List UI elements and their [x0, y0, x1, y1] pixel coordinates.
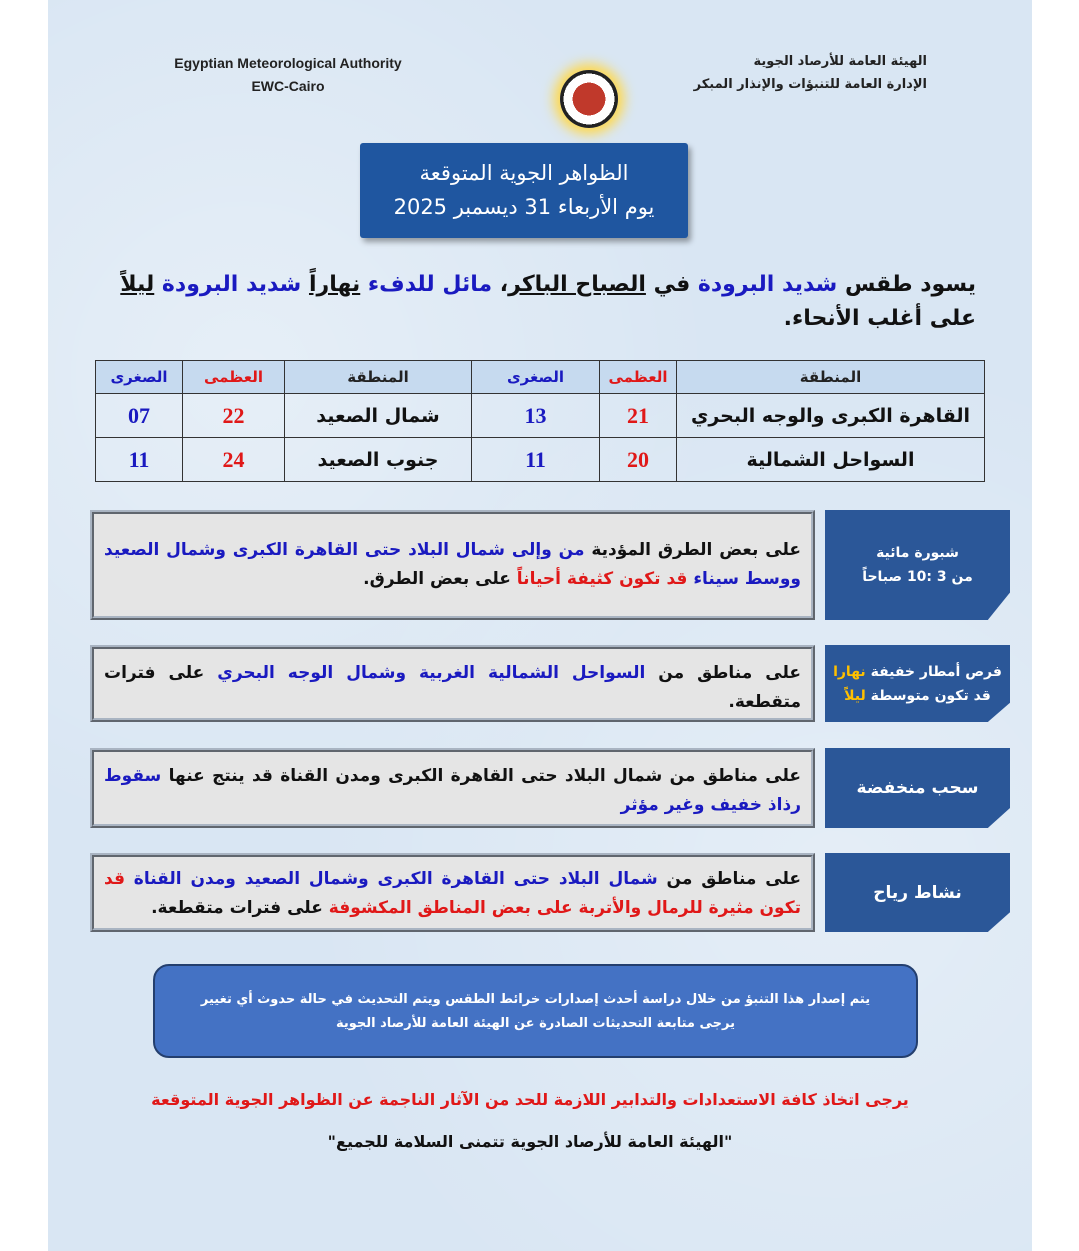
text-segment: على فترات متقطعة.: [151, 898, 329, 918]
phenomenon-label-low-clouds: سحب منخفضة: [825, 748, 1010, 828]
text-segment: [125, 869, 134, 889]
min-temp: 07: [95, 393, 183, 438]
text-segment: سحب منخفضة: [856, 778, 979, 798]
text-segment: نهاراً: [308, 272, 361, 297]
text-segment: نشاط رياح: [873, 882, 962, 903]
ema-logo: [560, 70, 618, 128]
max-temp: 21: [599, 393, 677, 438]
unit-name-ar: الإدارة العامة للتنبؤات والإنذار المبكر: [693, 77, 927, 92]
text-segment: قد تكون متوسطة: [865, 687, 991, 704]
bulletin-page: Egyptian Meteorological Authority EWC-Ca…: [48, 0, 1032, 1251]
max-temp: 24: [182, 437, 285, 482]
label-text: نشاط رياح: [825, 883, 1010, 903]
col-region: المنطقة: [676, 360, 985, 394]
phenomenon-text-fog: على بعض الطرق المؤدية من وإلى شمال البلا…: [90, 510, 815, 620]
label-text: شبورة مائية من 3 :10 صباحاً: [825, 541, 1010, 589]
text-segment: على مناطق من: [657, 869, 801, 889]
min-temp: 11: [95, 437, 183, 482]
header-arabic: الهيئة العامة للأرصاد الجوية الإدارة الع…: [694, 50, 927, 96]
phenomenon-text-low-clouds: على مناطق من شمال البلاد حتى القاهرة الك…: [90, 748, 815, 828]
col-region-2: المنطقة: [284, 360, 472, 394]
text-segment: من 3 :10 صباحاً: [862, 569, 973, 585]
header-english: Egyptian Meteorological Authority EWC-Ca…: [148, 52, 428, 98]
text-segment: على فترات متقطعة.: [104, 663, 801, 712]
text-segment: شبورة مائية: [876, 545, 959, 561]
text-segment: الصباح الباكر: [508, 272, 646, 297]
phenomenon-text-rain: على مناطق من السواحل الشمالية الغربية وش…: [90, 645, 815, 722]
max-temp: 22: [182, 393, 285, 438]
text-segment: فرص أمطار خفيفة: [865, 663, 1002, 680]
phenomenon-label-fog: شبورة مائية من 3 :10 صباحاً: [825, 510, 1010, 620]
region-cell: شمال الصعيد: [284, 393, 472, 438]
text-segment: على أغلب الأنحاء.: [783, 306, 976, 331]
label-text: فرص أمطار خفيفة نهارا قد تكون متوسطة ليلا…: [825, 660, 1010, 708]
region-cell: السواحل الشمالية: [676, 437, 985, 482]
update-note: يتم إصدار هذا التنبؤ من خلال دراسة أحدث …: [153, 964, 918, 1058]
min-temp: 13: [471, 393, 600, 438]
text-segment: على مناطق من: [645, 663, 801, 683]
table-header-row: المنطقة العظمى الصغرى المنطقة العظمى الص…: [95, 360, 985, 394]
text-segment: مائل للدفء: [367, 272, 493, 297]
text-segment: [154, 272, 162, 297]
text-segment: السواحل الشمالية الغربية وشمال الوجه الب…: [217, 663, 646, 683]
text-segment: على مناطق من شمال البلاد حتى القاهرة الك…: [161, 766, 801, 786]
max-temp: 20: [599, 437, 677, 482]
org-name-en: Egyptian Meteorological Authority: [174, 55, 402, 71]
title-box: الظواهر الجوية المتوقعة يوم الأربعاء 31 …: [360, 143, 688, 238]
table-row: السواحل الشمالية 20 11 جنوب الصعيد 24 11: [95, 437, 985, 482]
phenomenon-label-wind: نشاط رياح: [825, 853, 1010, 932]
text-segment: من وإلى شمال البلاد حتى القاهرة الكبرى و…: [104, 540, 801, 589]
unit-name-en: EWC-Cairo: [251, 78, 325, 94]
col-min: الصغرى: [471, 360, 600, 394]
title-line1: الظواهر الجوية المتوقعة: [419, 161, 629, 185]
intro-paragraph: يسود طقس شديد البرودة في الصباح الباكر، …: [86, 268, 976, 336]
text-segment: شديد البرودة: [697, 272, 838, 297]
label-text: سحب منخفضة: [825, 778, 1010, 798]
text-segment: شمال البلاد حتى القاهرة الكبرى وشمال الص…: [133, 869, 658, 889]
note-line1: يتم إصدار هذا التنبؤ من خلال دراسة أحدث …: [200, 992, 871, 1007]
org-name-ar: الهيئة العامة للأرصاد الجوية: [753, 54, 927, 69]
region-cell: القاهرة الكبرى والوجه البحري: [676, 393, 985, 438]
col-min-2: الصغرى: [95, 360, 183, 394]
table-row: القاهرة الكبرى والوجه البحري 21 13 شمال …: [95, 393, 985, 438]
text-segment: ،: [492, 272, 509, 297]
text-segment: [301, 272, 309, 297]
text-segment: [360, 272, 368, 297]
col-max: العظمى: [599, 360, 677, 394]
text-segment: قد تكون مثيرة للرمال والأتربة على بعض ال…: [104, 869, 801, 918]
text-segment: قد تكون كثيفة أحياناً: [516, 569, 688, 589]
text-segment: على بعض الطرق المؤدية: [584, 540, 801, 560]
note-line2: يرجى متابعة التحديثات الصادرة عن الهيئة …: [335, 1016, 735, 1031]
phenomenon-label-rain: فرص أمطار خفيفة نهارا قد تكون متوسطة ليلا…: [825, 645, 1010, 722]
text-segment: في: [645, 272, 698, 297]
phenomenon-text-wind: على مناطق من شمال البلاد حتى القاهرة الك…: [90, 853, 815, 932]
text-segment: يسود طقس: [837, 272, 976, 297]
text-segment: شديد البرودة: [161, 272, 302, 297]
text-segment: على بعض الطرق.: [363, 569, 517, 589]
temperature-table: المنطقة العظمى الصغرى المنطقة العظمى الص…: [95, 360, 985, 482]
text-segment: ليلاً: [120, 272, 155, 297]
preparedness-warning: يرجى اتخاذ كافة الاستعدادات والتدابير ال…: [151, 1090, 909, 1109]
text-segment: ليلاً: [844, 687, 866, 704]
closing-message: "الهيئة العامة للأرصاد الجوية تتمنى السل…: [327, 1132, 733, 1151]
col-max-2: العظمى: [182, 360, 285, 394]
title-date: يوم الأربعاء 31 ديسمبر 2025: [393, 195, 655, 219]
text-segment: سقوط رذاذ خفيف وغير مؤثر: [104, 766, 801, 815]
region-cell: جنوب الصعيد: [284, 437, 472, 482]
text-segment: نهارا: [833, 663, 866, 680]
min-temp: 11: [471, 437, 600, 482]
